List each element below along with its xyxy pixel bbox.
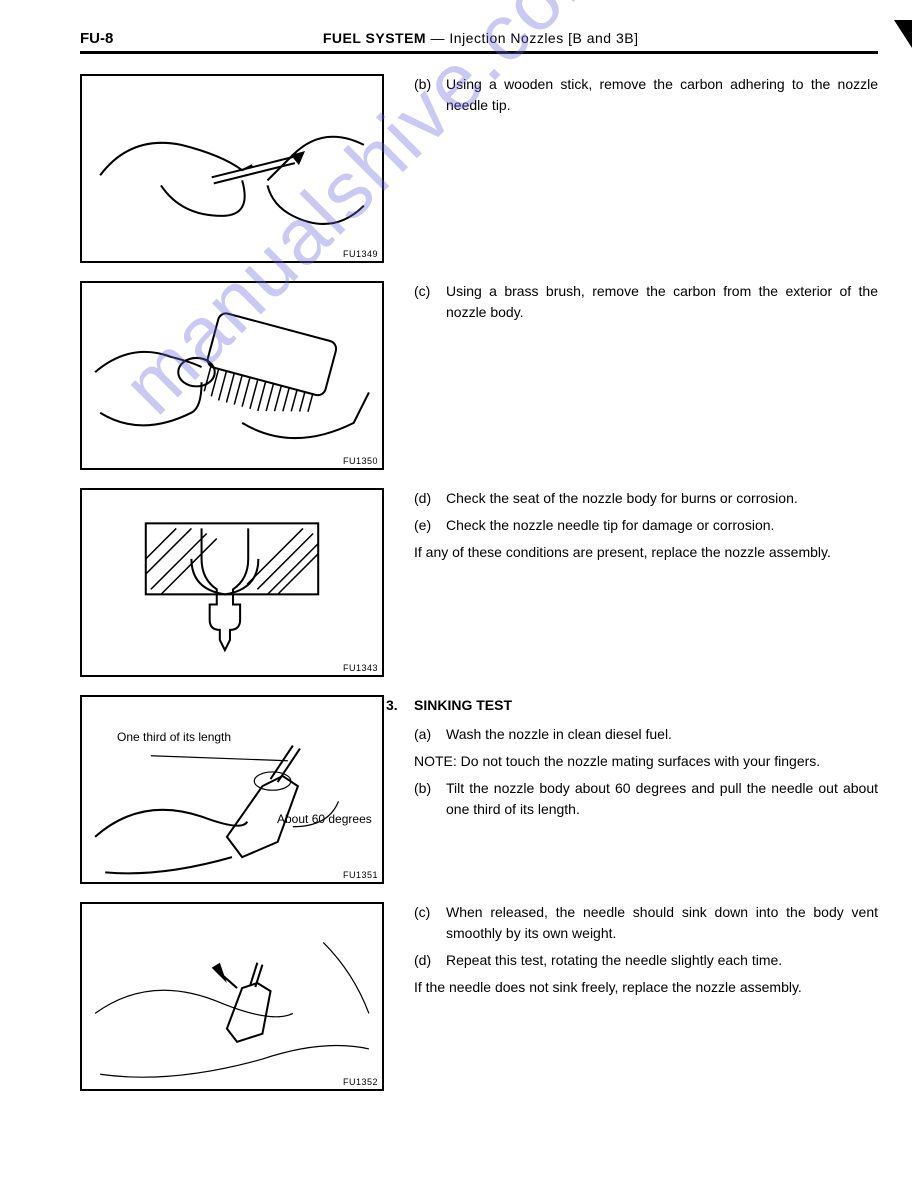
figure-3-svg: [90, 498, 374, 670]
step-e: (e) Check the nozzle needle tip for dama…: [414, 515, 878, 536]
figure-5-svg: [90, 912, 374, 1084]
step-5d: (d) Repeat this test, rotating the needl…: [414, 950, 878, 971]
section-3-head: 3. SINKING TEST: [386, 695, 878, 716]
header-title: FUEL SYSTEM — Injection Nozzles [B and 3…: [323, 30, 639, 46]
text-block-1: (b) Using a wooden stick, remove the car…: [414, 74, 878, 122]
figure-5-label: FU1352: [343, 1077, 378, 1087]
figure-4-label-b: About 60 degrees: [277, 812, 372, 826]
step-3a-text: Wash the nozzle in clean diesel fuel.: [446, 724, 878, 745]
step-5c: (c) When released, the needle should sin…: [414, 902, 878, 944]
figure-3: FU1343: [80, 488, 384, 677]
row-5: FU1352 (c) When released, the needle sho…: [80, 902, 878, 1091]
row-4: One third of its length About 60 degrees…: [80, 695, 878, 884]
step-e-letter: (e): [414, 515, 436, 536]
figure-4: One third of its length About 60 degrees…: [80, 695, 384, 884]
step-b-letter: (b): [414, 74, 436, 116]
figure-5: FU1352: [80, 902, 384, 1091]
step-c: (c) Using a brass brush, remove the carb…: [414, 281, 878, 323]
step-3b-text: Tilt the nozzle body about 60 degrees an…: [446, 778, 878, 820]
step-d-text: Check the seat of the nozzle body for bu…: [446, 488, 878, 509]
step-d-letter: (d): [414, 488, 436, 509]
manual-page: FU-8 FUEL SYSTEM — Injection Nozzles [B …: [0, 0, 918, 1139]
step-5c-letter: (c): [414, 902, 436, 944]
step-c-text: Using a brass brush, remove the carbon f…: [446, 281, 878, 323]
step-3a-letter: (a): [414, 724, 436, 745]
text-block-2: (c) Using a brass brush, remove the carb…: [414, 281, 878, 329]
page-header: FU-8 FUEL SYSTEM — Injection Nozzles [B …: [80, 30, 878, 54]
block3-tail: If any of these conditions are present, …: [414, 542, 878, 563]
block5-tail: If the needle does not sink freely, repl…: [414, 977, 878, 998]
figure-4-label: FU1351: [343, 870, 378, 880]
header-title-rest: Injection Nozzles [B and 3B]: [449, 30, 638, 46]
block4-note: NOTE: Do not touch the nozzle mating sur…: [414, 751, 878, 772]
header-title-bold: FUEL SYSTEM: [323, 30, 426, 46]
text-block-3: (d) Check the seat of the nozzle body fo…: [414, 488, 878, 569]
header-title-sep: —: [426, 30, 449, 46]
step-3b: (b) Tilt the nozzle body about 60 degree…: [414, 778, 878, 820]
figure-3-label: FU1343: [343, 663, 378, 673]
figure-1-svg: [90, 84, 374, 256]
step-b-text: Using a wooden stick, remove the carbon …: [446, 74, 878, 116]
step-3b-letter: (b): [414, 778, 436, 820]
step-5d-letter: (d): [414, 950, 436, 971]
step-b: (b) Using a wooden stick, remove the car…: [414, 74, 878, 116]
text-block-4: 3. SINKING TEST (a) Wash the nozzle in c…: [414, 695, 878, 826]
step-e-text: Check the nozzle needle tip for damage o…: [446, 515, 878, 536]
page-number: FU-8: [80, 30, 113, 47]
step-3a: (a) Wash the nozzle in clean diesel fuel…: [414, 724, 878, 745]
row-1: FU1349 (b) Using a wooden stick, remove …: [80, 74, 878, 263]
figure-2-svg: [90, 291, 374, 463]
figure-1: FU1349: [80, 74, 384, 263]
row-3: FU1343 (d) Check the seat of the nozzle …: [80, 488, 878, 677]
figure-2-label: FU1350: [343, 456, 378, 466]
step-c-letter: (c): [414, 281, 436, 323]
row-2: FU1350 (c) Using a brass brush, remove t…: [80, 281, 878, 470]
step-5d-text: Repeat this test, rotating the needle sl…: [446, 950, 878, 971]
section-3-num: 3.: [386, 695, 404, 716]
figure-2: FU1350: [80, 281, 384, 470]
step-5c-text: When released, the needle should sink do…: [446, 902, 878, 944]
figure-4-label-a: One third of its length: [117, 730, 231, 744]
text-block-5: (c) When released, the needle should sin…: [414, 902, 878, 1004]
figure-1-label: FU1349: [343, 249, 378, 259]
step-d: (d) Check the seat of the nozzle body fo…: [414, 488, 878, 509]
section-3-title: SINKING TEST: [414, 695, 512, 716]
